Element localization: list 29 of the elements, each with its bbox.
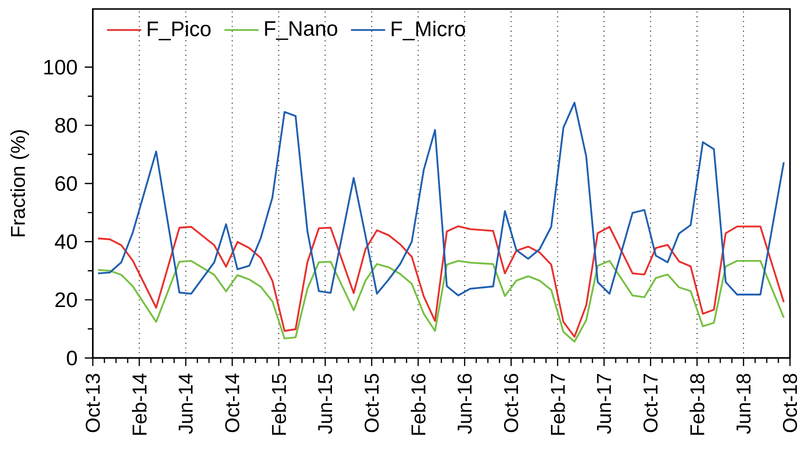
line-series (97, 260, 785, 343)
x-tick-label: Jun-17 (597, 374, 612, 434)
y-tick-label: 60 (55, 176, 77, 191)
x-tick-label: Oct-18 (782, 374, 798, 432)
y-tick-label: 40 (54, 234, 77, 250)
legend-label: F_Micro (392, 20, 466, 40)
y-tick-label: 80 (55, 118, 77, 133)
x-tick-label: Oct-16 (504, 374, 518, 432)
line-series (97, 102, 785, 296)
line-series (97, 225, 785, 338)
x-tick-label: Oct-13 (86, 374, 100, 432)
y-tick-label: 20 (55, 292, 77, 308)
x-tick-label: Feb-16 (410, 374, 426, 435)
x-tick-label: Feb-14 (132, 374, 147, 435)
x-tick-label: Jun-18 (736, 374, 751, 434)
x-tick-label: Feb-18 (690, 374, 704, 435)
x-tick-label: Oct-14 (225, 374, 240, 432)
x-tick-label: Oct-15 (364, 374, 379, 432)
x-tick-label: Jun-15 (318, 374, 332, 434)
x-tick-label: Feb-17 (550, 374, 565, 435)
x-tick-label: Oct-17 (643, 374, 658, 432)
legend-label: F_Nano (265, 21, 338, 40)
y-tick-label: 100 (44, 60, 77, 75)
y-axis-title: Fraction (%) (10, 130, 29, 236)
y-tick-label: 0 (66, 350, 77, 366)
x-tick-label: Feb-15 (271, 374, 286, 435)
legend-label: F_Pico (148, 20, 211, 40)
x-tick-label: Jun-14 (178, 374, 193, 434)
x-tick-label: Jun-16 (458, 374, 472, 434)
